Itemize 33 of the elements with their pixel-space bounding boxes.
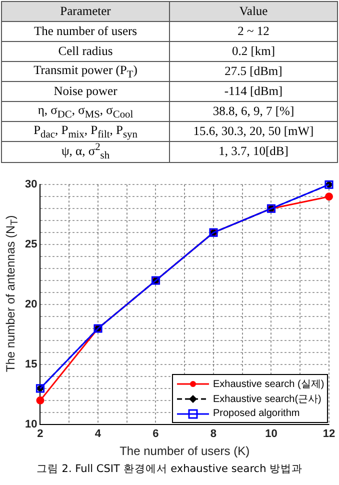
- text: 38.8, 6, 9, 7 [%]: [170, 102, 338, 122]
- legend-label: Exhaustive search (실제): [213, 378, 324, 391]
- y-tick-label: 15: [24, 358, 38, 370]
- point: [36, 396, 44, 404]
- y-tick-label: 30: [24, 178, 38, 190]
- x-tick-label: 6: [152, 428, 159, 440]
- caption: 그림 2. Full CSIT 환경에서 exhaustive search 방법과: [35, 462, 304, 476]
- x-tick-label: 4: [94, 428, 102, 440]
- text: P$_{dac}$, P$_{mix}$, P$_{filt}$, P$_{syn}$: [2, 122, 170, 142]
- text: The number of users: [2, 22, 170, 42]
- text: -114 [dBm]: [170, 82, 338, 102]
- text: η, σ$_{DC}$, σ$_{MS}$, σ$_{Cool}$: [2, 102, 170, 122]
- text: 27.5 [dBm]: [170, 62, 338, 82]
- legend-label: Proposed algorithm: [213, 408, 300, 420]
- text: 15.6, 30.3, 20, 50 [mW]: [170, 122, 338, 142]
- text: Value: [170, 2, 338, 22]
- text: Transmit power (P$_{T}$): [2, 62, 170, 82]
- text: 1, 3.7, 10[dB]: [170, 142, 338, 162]
- x-tick-label: 10: [265, 428, 278, 440]
- point: [325, 192, 333, 200]
- text: Noise power: [2, 82, 170, 102]
- x-tick-label: 12: [322, 428, 336, 440]
- x-tick-label: 2: [37, 428, 44, 440]
- x-tick-label: 8: [210, 428, 217, 440]
- y-tick-label: 10: [24, 418, 38, 430]
- text: 0.2 [km]: [170, 42, 338, 62]
- text: 2 ~ 12: [170, 22, 338, 42]
- text: Parameter: [2, 2, 170, 22]
- y-tick-label: 25: [24, 238, 38, 250]
- x-axis-title: The number of users (K): [120, 444, 250, 458]
- text: Cell radius: [2, 42, 170, 62]
- y-tick-label: 20: [24, 298, 38, 310]
- legend-label: Exhaustive search(근사): [213, 392, 322, 406]
